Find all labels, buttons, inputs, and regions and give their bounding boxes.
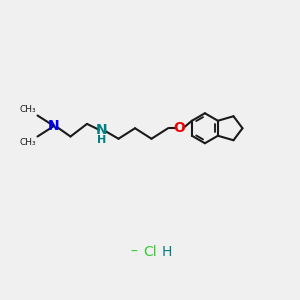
Text: CH₃: CH₃ bbox=[20, 105, 36, 114]
Text: H: H bbox=[161, 245, 172, 259]
Text: O: O bbox=[173, 121, 185, 135]
Text: H: H bbox=[98, 135, 106, 145]
Text: –: – bbox=[130, 245, 137, 259]
Text: N: N bbox=[96, 123, 108, 137]
Text: Cl: Cl bbox=[143, 245, 157, 259]
Text: CH₃: CH₃ bbox=[20, 138, 36, 147]
Text: N: N bbox=[48, 119, 60, 133]
